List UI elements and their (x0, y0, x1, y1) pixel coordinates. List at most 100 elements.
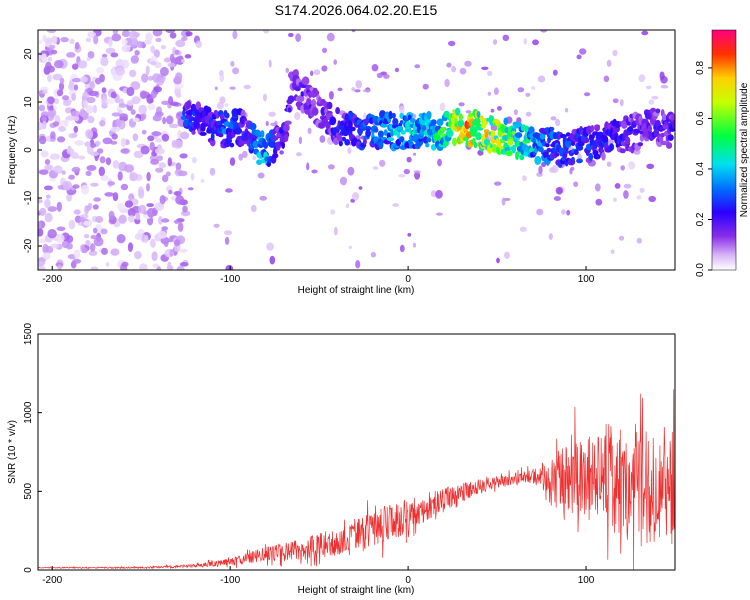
snr-x-ticks: -200 -100 0 100 (42, 566, 595, 586)
ridge-blob (405, 120, 412, 130)
scatter-blob (294, 112, 301, 120)
noise-blob (121, 39, 128, 46)
noise-blob (163, 240, 169, 247)
noise-blob (92, 227, 98, 234)
ridge-blob (297, 95, 305, 103)
ridge-blob (565, 132, 571, 137)
ridge-blob (637, 142, 644, 147)
noise-blob (47, 206, 58, 212)
scatter-blob (399, 244, 405, 253)
noise-blob (105, 262, 110, 267)
noise-blob (53, 59, 64, 69)
noise-blob (49, 44, 56, 50)
noise-blob (50, 131, 56, 140)
ridge-blob (301, 76, 310, 86)
noise-blob (85, 205, 91, 212)
noise-blob (124, 164, 135, 173)
noise-blob (175, 162, 182, 171)
noise-blob (73, 84, 79, 91)
noise-blob (58, 125, 66, 132)
noise-blob (86, 57, 91, 62)
ridge-blob (422, 136, 429, 144)
colorbar-tick-label: 0.4 (695, 162, 706, 176)
noise-blob (52, 73, 63, 81)
ridge-blob (662, 123, 670, 130)
ridge-blob (620, 120, 628, 129)
noise-blob (47, 57, 53, 62)
ridge-blob (378, 141, 384, 150)
scatter-blob (523, 38, 528, 45)
noise-blob (58, 82, 65, 91)
noise-blob (146, 171, 151, 182)
colorbar-label: Normalized spectral amplitude (739, 82, 750, 217)
noise-blob (44, 212, 53, 223)
noise-blob (155, 138, 163, 143)
noise-blob (83, 221, 91, 226)
ridge-blob (279, 150, 284, 155)
noise-blob (59, 77, 65, 85)
scatter-blob (379, 159, 386, 167)
scatter-blob (184, 54, 192, 59)
noise-blob (146, 207, 156, 218)
scatter-blob (219, 73, 224, 83)
noise-blob (107, 181, 115, 186)
noise-blob (71, 63, 79, 70)
ridge-blob (348, 126, 356, 132)
noise-blob (87, 51, 95, 59)
y-tick-label: 1000 (23, 401, 34, 424)
noise-blob (174, 82, 184, 89)
ridge-blob (582, 137, 590, 144)
scatter-blob (224, 236, 230, 245)
ridge-blob (624, 136, 631, 145)
colorbar-tick-label: 0.0 (695, 263, 706, 277)
ridge-blob (425, 143, 430, 148)
scatter-blob (555, 187, 563, 195)
noise-blob (77, 60, 88, 69)
ridge-blob (199, 131, 207, 136)
scatter-blob (372, 166, 379, 170)
scatter-blob (464, 60, 472, 67)
scatter-blob (646, 85, 652, 90)
noise-blob (38, 198, 43, 204)
noise-blob (95, 77, 102, 85)
ridge-blob (550, 126, 555, 132)
scatter-blob (403, 168, 410, 175)
ridge-blob (263, 141, 269, 149)
scatter-blob (595, 198, 603, 206)
ridge-blob (397, 125, 404, 131)
noise-blob (90, 266, 99, 270)
scatter-blob (333, 59, 338, 65)
noise-blob (126, 86, 135, 97)
ridge-blob (505, 150, 513, 156)
noise-blob (88, 250, 98, 256)
snr-y-label: SNR (10 * v/v) (7, 420, 18, 484)
noise-blob (92, 204, 99, 210)
scatter-blob (266, 242, 274, 251)
scatter-blob (209, 167, 216, 176)
scatter-blob (490, 108, 495, 113)
ridge-blob (446, 129, 454, 138)
noise-blob (95, 223, 101, 228)
noise-blob (145, 32, 153, 42)
ridge-blob (234, 127, 243, 135)
noise-blob (129, 172, 134, 181)
scatter-blob (623, 183, 632, 189)
noise-blob (56, 226, 66, 232)
noise-blob (79, 108, 86, 117)
ridge-blob (326, 101, 333, 110)
scatter-blob (648, 195, 656, 203)
scatter-blob (263, 93, 267, 102)
noise-blob (132, 117, 140, 123)
x-tick-label: 0 (405, 274, 411, 285)
noise-blob (151, 251, 158, 261)
scatter-blob (439, 102, 446, 112)
scatter-blob (259, 195, 268, 201)
noise-blob (152, 114, 162, 122)
scatter-blob (552, 69, 558, 76)
ridge-blob (484, 132, 489, 139)
scatter-blob (414, 64, 421, 69)
ridge-blob (338, 140, 343, 147)
noise-blob (72, 184, 80, 189)
noise-blob (68, 83, 76, 91)
x-tick-label: -200 (42, 274, 62, 285)
